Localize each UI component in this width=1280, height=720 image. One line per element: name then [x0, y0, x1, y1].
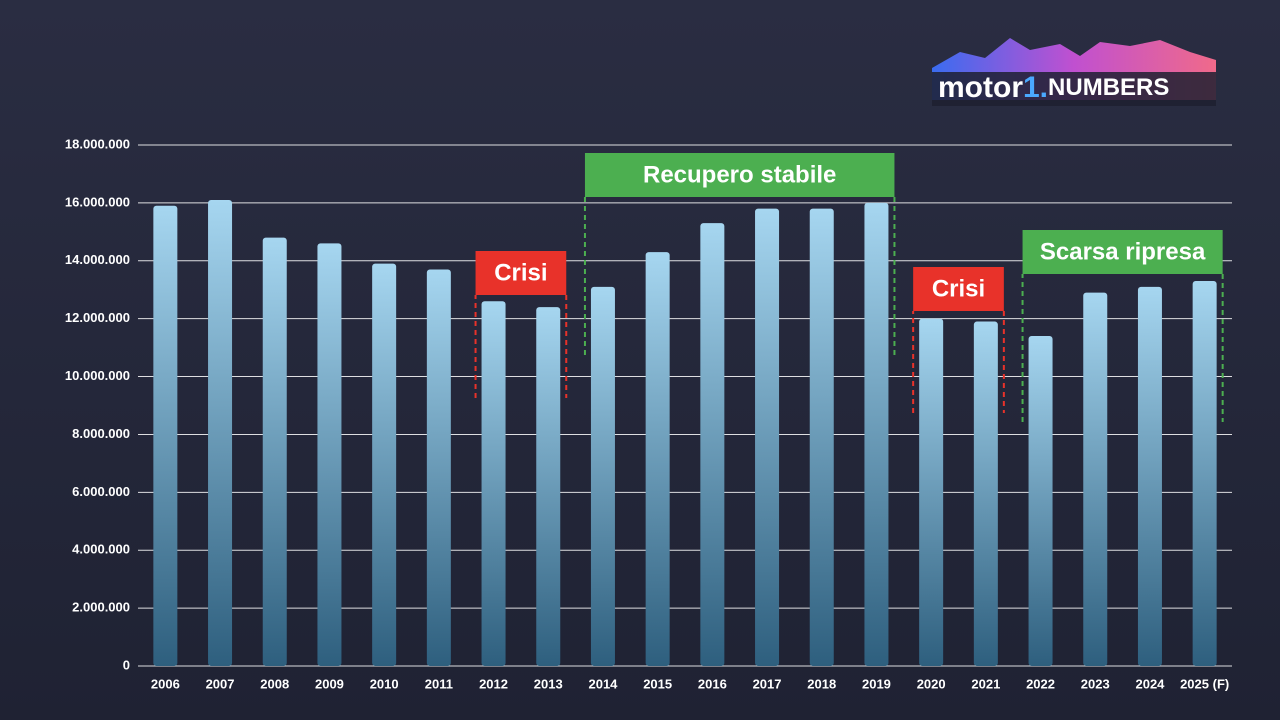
x-tick-label: 2009: [315, 676, 344, 691]
x-tick-label: 2018: [807, 676, 836, 691]
bar: [481, 301, 506, 666]
logo: motor1.NUMBERS: [932, 38, 1216, 106]
bar: [973, 321, 998, 666]
bar: [317, 243, 342, 666]
annotation: Crisi: [912, 267, 1005, 413]
x-tick-label: 2022: [1026, 676, 1055, 691]
x-tick-label: 2019: [862, 676, 891, 691]
x-tick-label: 2010: [370, 676, 399, 691]
y-tick-label: 10.000.000: [65, 368, 130, 383]
x-tick-label: 2024: [1135, 676, 1165, 691]
x-tick-label: 2011: [425, 676, 453, 691]
y-tick-label: 2.000.000: [72, 600, 130, 615]
x-tick-label: 2023: [1081, 676, 1110, 691]
x-tick-label: 2014: [588, 676, 618, 691]
y-tick-label: 12.000.000: [65, 310, 130, 325]
bar: [426, 269, 451, 666]
annotation-box: [913, 267, 1004, 311]
x-tick-label: 2016: [698, 676, 727, 691]
logo-band: [932, 72, 1216, 106]
x-tick-label: 2015: [643, 676, 672, 691]
logo-text: motor1.NUMBERS: [938, 71, 1169, 104]
bar: [536, 307, 561, 666]
annotation-label: Crisi: [932, 275, 985, 302]
y-tick-label: 18.000.000: [65, 136, 130, 151]
annotation-label: Scarsa ripresa: [1040, 238, 1206, 265]
bar: [864, 202, 889, 666]
bar: [1083, 292, 1108, 666]
annotation-box: [584, 153, 895, 197]
annotation-bracket: [1021, 274, 1224, 422]
bar: [1028, 336, 1053, 666]
logo-part: motor: [938, 71, 1023, 104]
y-tick-label: 0: [123, 657, 130, 672]
bar: [809, 208, 834, 666]
x-tick-label: 2006: [151, 676, 180, 691]
bar: [1192, 281, 1217, 666]
bar: [590, 286, 615, 666]
bar: [919, 318, 944, 666]
bar: [755, 208, 780, 666]
x-tick-label: 2025 (F): [1180, 676, 1229, 691]
x-tick-label: 2007: [206, 676, 235, 691]
logo-part: NUMBERS: [1048, 74, 1169, 101]
bar: [262, 237, 287, 666]
x-tick-label: 2020: [917, 676, 946, 691]
x-tick-label: 2021: [971, 676, 1000, 691]
annotation-label: Recupero stabile: [643, 161, 836, 188]
annotation-label: Crisi: [494, 259, 547, 286]
x-tick-label: 2008: [260, 676, 289, 691]
annotation: Crisi: [474, 251, 568, 398]
bar: [153, 205, 178, 667]
bar: [645, 252, 670, 666]
x-tick-label: 2017: [753, 676, 782, 691]
bar: [1137, 286, 1162, 666]
y-tick-label: 8.000.000: [72, 426, 130, 441]
bar: [208, 199, 233, 666]
annotation-box: [1022, 230, 1223, 274]
y-tick-label: 14.000.000: [65, 252, 130, 267]
annotation-box: [475, 251, 567, 295]
annotation: Scarsa ripresa: [1021, 230, 1224, 422]
annotation-bracket: [912, 311, 1005, 413]
bar: [700, 223, 725, 666]
y-tick-label: 6.000.000: [72, 484, 130, 499]
x-tick-label: 2012: [479, 676, 508, 691]
logo-part: 1.: [1023, 71, 1048, 104]
y-tick-label: 4.000.000: [72, 542, 130, 557]
x-tick-label: 2013: [534, 676, 563, 691]
annotation-bracket: [474, 295, 568, 398]
y-tick-label: 16.000.000: [65, 194, 130, 209]
bar: [372, 263, 397, 666]
annotation: Recupero stabile: [583, 153, 896, 355]
